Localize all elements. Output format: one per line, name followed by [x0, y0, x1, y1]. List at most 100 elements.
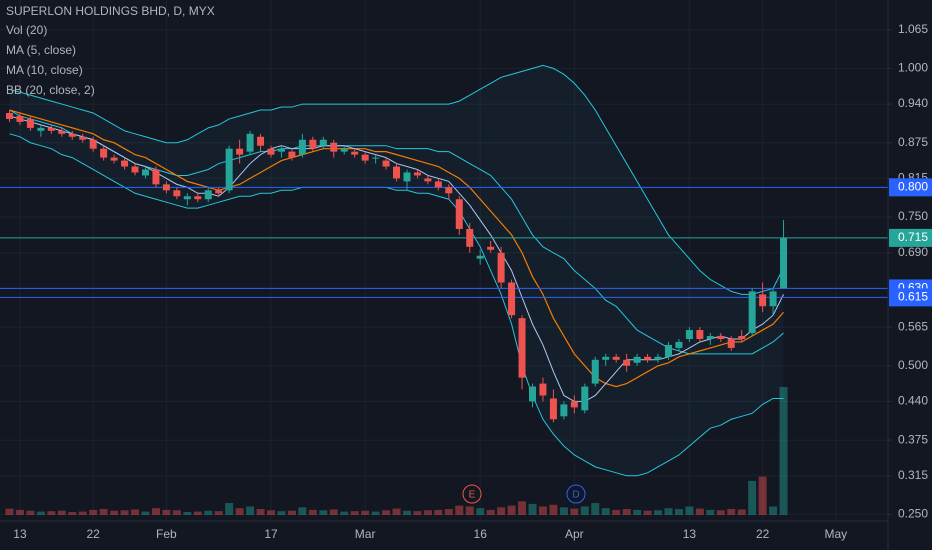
- candle-body: [706, 336, 714, 339]
- price-label: 0.715: [898, 230, 928, 244]
- volume-bar: [402, 510, 411, 515]
- volume-bar: [528, 503, 537, 515]
- volume-bar: [287, 510, 296, 515]
- volume-bar: [779, 387, 788, 515]
- volume-bar: [549, 504, 558, 515]
- candle-body: [372, 157, 380, 159]
- volume-bar: [110, 510, 119, 515]
- candle-body: [89, 139, 97, 149]
- volume-bar: [591, 503, 600, 515]
- candle-body: [257, 136, 265, 146]
- candle-body: [581, 386, 589, 411]
- volume-bar: [5, 508, 14, 515]
- y-tick-label: 0.875: [898, 135, 928, 149]
- price-label-box: [889, 178, 932, 197]
- candle-body: [16, 115, 24, 122]
- candle-body: [393, 166, 401, 179]
- volume-bar: [204, 510, 213, 515]
- volume-bar: [727, 509, 736, 515]
- volume-bar: [235, 508, 244, 515]
- volume-bar: [737, 509, 746, 515]
- x-tick-label: Mar: [355, 527, 376, 541]
- candle-body: [110, 157, 118, 161]
- volume-bar: [141, 511, 150, 515]
- event-dividend[interactable]: [566, 484, 586, 504]
- candle-body: [351, 151, 359, 155]
- x-tick-label: Apr: [565, 527, 584, 541]
- volume-bar: [172, 510, 181, 515]
- volume-bar: [769, 506, 778, 515]
- candle-body: [560, 404, 568, 417]
- volume-bar: [78, 511, 87, 515]
- volume-bar: [47, 511, 56, 515]
- candle-body: [518, 318, 526, 378]
- candle-body: [644, 356, 652, 360]
- candle-body: [319, 139, 327, 146]
- legend-bb: BB (20, close, 2): [6, 83, 95, 97]
- candle-body: [121, 160, 129, 167]
- bb-fill: [9, 65, 784, 476]
- volume-bar: [267, 510, 275, 515]
- x-tick-label: 17: [264, 527, 278, 541]
- event-label: E: [469, 490, 476, 501]
- candle-body: [225, 148, 233, 191]
- candle-body: [508, 282, 516, 316]
- price-label: 0.800: [898, 180, 928, 194]
- candle-body: [309, 139, 317, 149]
- volume-bar: [559, 507, 568, 515]
- event-markers[interactable]: E D: [462, 484, 586, 504]
- candle-body: [466, 228, 474, 247]
- volume-bar: [538, 506, 547, 515]
- volume-bar: [476, 508, 485, 515]
- candle-body: [434, 181, 442, 188]
- candle-body: [403, 172, 411, 182]
- volume-bar: [643, 510, 652, 515]
- y-tick-label: 0.690: [898, 245, 928, 259]
- candle-body: [37, 127, 45, 131]
- candle-body: [183, 196, 191, 200]
- candle-body: [141, 169, 149, 176]
- volume-bar: [26, 510, 35, 515]
- candle-body: [738, 336, 746, 339]
- volume-bar: [423, 510, 432, 515]
- volume-bar: [68, 512, 77, 515]
- volume-bar: [612, 509, 621, 515]
- volume-bar: [329, 509, 338, 515]
- candle-body: [654, 356, 662, 360]
- volume-bar: [131, 509, 140, 515]
- volume-bar: [413, 511, 422, 515]
- candle-body: [152, 169, 160, 185]
- grid: [0, 0, 888, 521]
- plot: [0, 64, 888, 515]
- price-label-box: [889, 288, 932, 307]
- candle-body: [487, 246, 495, 250]
- y-tick-label: 0.375: [898, 432, 928, 446]
- candle-body: [623, 359, 631, 366]
- candle-body: [194, 196, 202, 200]
- volume-bar: [162, 509, 171, 515]
- volume-bar: [434, 509, 443, 515]
- candle-body: [455, 199, 463, 229]
- candle-body: [769, 291, 777, 307]
- volume-bar: [633, 509, 642, 515]
- candle-body: [26, 118, 34, 128]
- volume-bar: [36, 511, 45, 515]
- volume-bar: [507, 505, 516, 515]
- volume-bar: [758, 476, 767, 515]
- candle-body: [717, 336, 725, 339]
- volume-bar: [580, 506, 589, 515]
- candle-body: [727, 338, 735, 348]
- event-earnings[interactable]: [462, 484, 482, 504]
- volume-bar: [120, 510, 129, 515]
- volume-bar: [392, 508, 401, 515]
- x-tick-label: 13: [13, 527, 27, 541]
- candle-body: [549, 398, 557, 420]
- candle-body: [675, 341, 683, 348]
- candle-body: [445, 187, 453, 194]
- candle-body: [58, 130, 66, 134]
- volume-bar: [601, 508, 610, 515]
- y-tick-label: 0.750: [898, 209, 928, 223]
- candle-body: [6, 112, 13, 119]
- candle-body: [162, 184, 170, 191]
